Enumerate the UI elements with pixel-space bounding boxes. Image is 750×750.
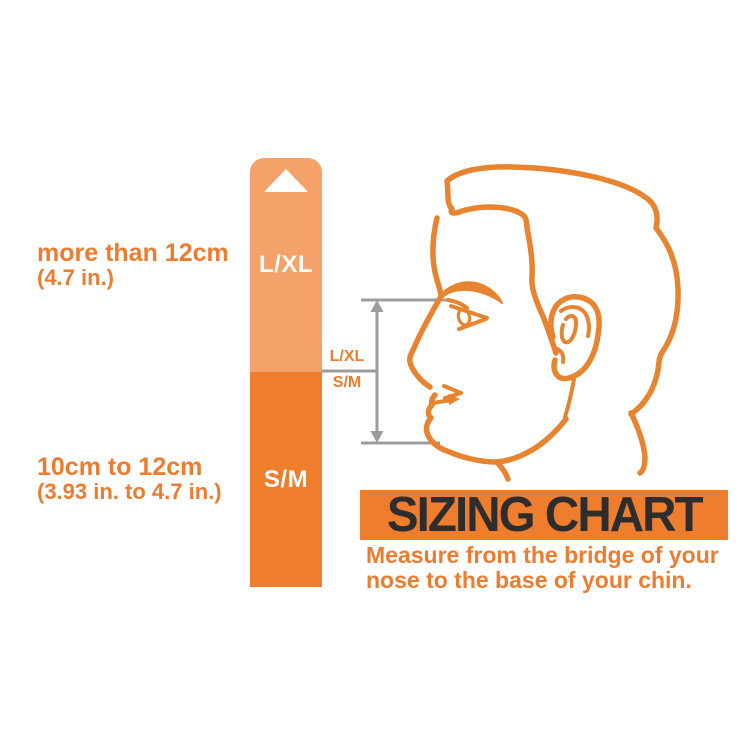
measure-instructions: Measure from the bridge of your nose to …: [366, 543, 746, 593]
size-range-lxl-in: (4.7 in.): [37, 265, 115, 290]
size-range-sm: 10cm to 12cm (3.93 in. to 4.7 in.): [37, 454, 222, 504]
face-profile-illustration: [407, 164, 681, 482]
size-scale-bar: L/XL S/M: [250, 158, 322, 587]
size-scale-segment-sm: S/M: [250, 372, 322, 587]
arrow-up-icon: [264, 169, 308, 192]
size-range-sm-in: (3.93 in. to 4.7 in.): [37, 479, 222, 504]
size-range-sm-cm: 10cm to 12cm: [37, 453, 203, 481]
measure-label-lxl: L/XL: [329, 348, 365, 365]
measure-label-sm: S/M: [332, 374, 362, 391]
size-range-lxl-cm: more than 12cm: [37, 239, 229, 267]
size-range-lxl: more than 12cm (4.7 in.): [37, 240, 229, 290]
size-scale-segment-lxl: L/XL: [250, 158, 322, 372]
measurement-arrow: [322, 298, 448, 445]
page-title: SIZING CHART: [386, 488, 704, 542]
title-banner: SIZING CHART: [360, 488, 728, 542]
segment-label-lxl: L/XL: [259, 251, 313, 278]
measure-instructions-line1: Measure from the bridge of your: [366, 542, 719, 568]
segment-label-sm: S/M: [263, 465, 309, 493]
measure-instructions-line2: nose to the base of your chin.: [366, 567, 692, 593]
